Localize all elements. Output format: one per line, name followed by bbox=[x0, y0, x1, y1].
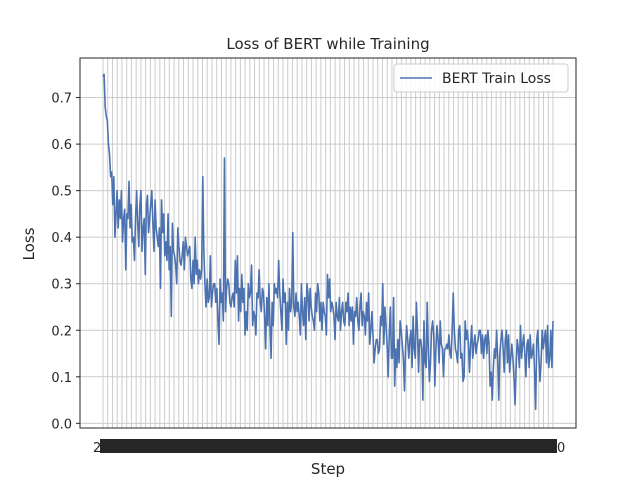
y-tick-label: 0.7 bbox=[51, 92, 72, 107]
x-tick-label-first: 2 bbox=[93, 441, 101, 456]
y-axis-label: Loss bbox=[20, 227, 38, 260]
y-tick-label: 0.6 bbox=[51, 138, 72, 153]
x-tick-label-overlap bbox=[100, 439, 557, 453]
y-tick-label: 0.3 bbox=[51, 278, 72, 293]
legend-label: BERT Train Loss bbox=[442, 71, 551, 87]
y-tick-label: 0.0 bbox=[51, 417, 72, 432]
y-grid bbox=[80, 97, 576, 424]
y-axis-ticks: 0.0 0.1 0.2 0.3 0.4 0.5 0.6 0.7 bbox=[51, 92, 80, 432]
plot-frame bbox=[79, 57, 577, 429]
y-tick-label: 0.5 bbox=[51, 185, 72, 200]
chart-title: Loss of BERT while Training bbox=[226, 35, 429, 53]
series-line-bert-train-loss bbox=[102, 73, 554, 411]
y-tick-label: 0.1 bbox=[51, 371, 72, 386]
x-tick-label-last: 0 bbox=[557, 441, 565, 456]
y-tick-label: 0.2 bbox=[51, 324, 72, 339]
legend-box bbox=[393, 63, 569, 93]
legend: BERT Train Loss bbox=[393, 63, 569, 93]
y-tick-label: 0.4 bbox=[51, 231, 72, 246]
x-axis-label: Step bbox=[311, 460, 345, 478]
